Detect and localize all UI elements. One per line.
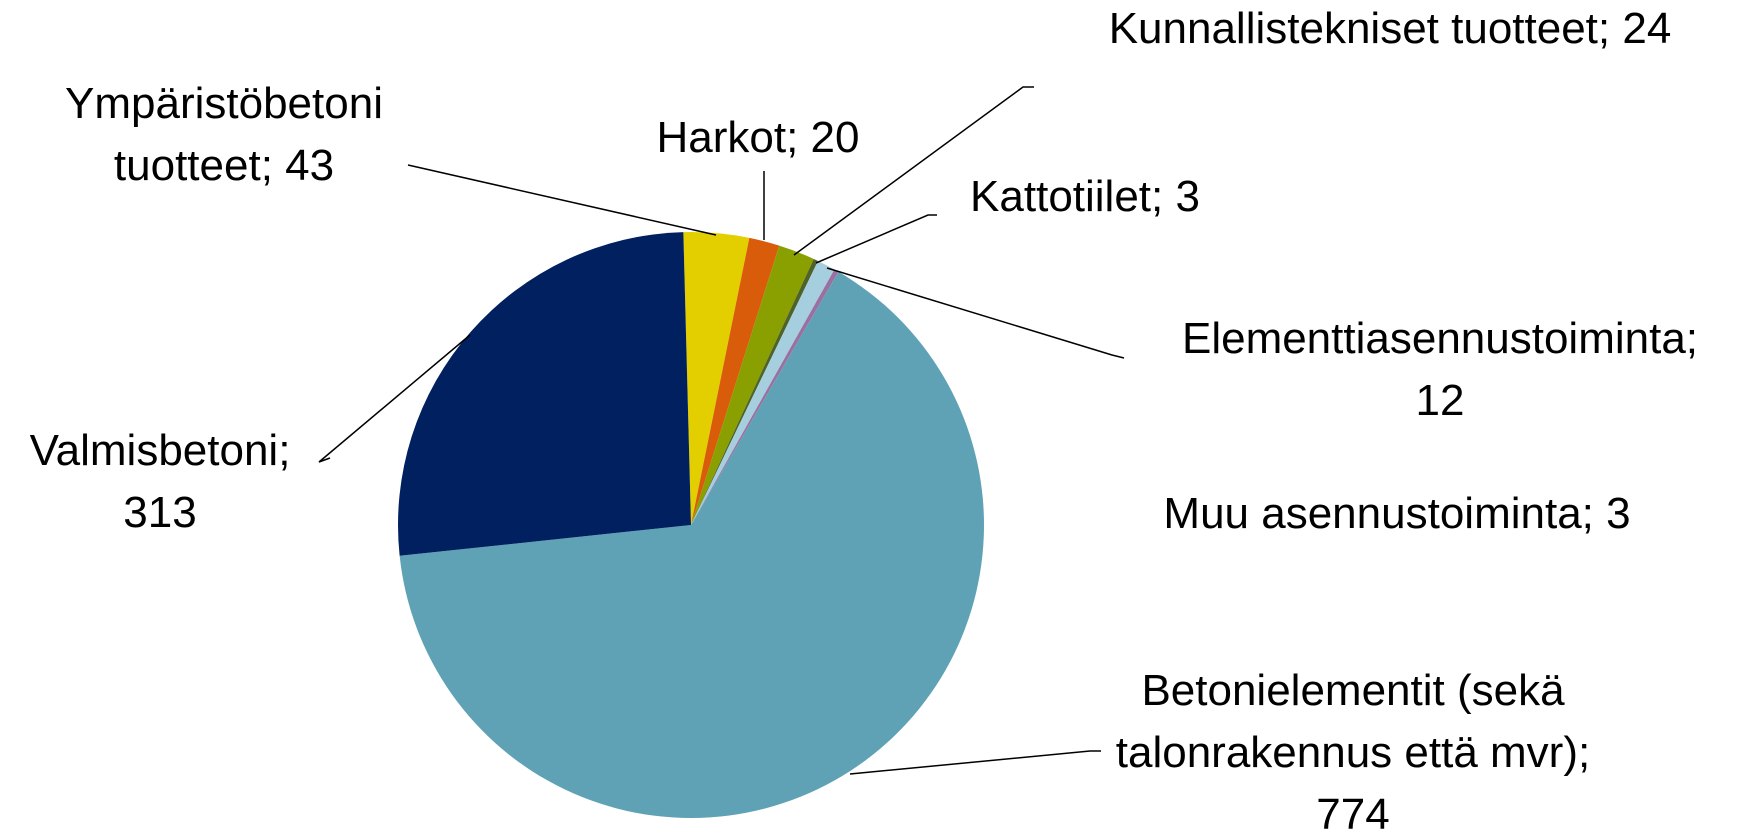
data-label: Kunnallistekniset tuotteet; 24 [1109,4,1672,53]
pie-slice [683,232,750,525]
leader-line [815,214,937,264]
pie-slice [399,271,984,818]
data-label: Valmisbetoni; 313 [30,426,291,537]
leader-line [318,334,471,463]
pie-slice [691,245,814,526]
leader-lines [318,86,1125,775]
pie-slice [691,269,839,525]
data-label: Muu asennustoiminta; 3 [1163,489,1630,538]
data-label: Ympäristöbetoni tuotteet; 43 [65,79,383,190]
leader-line [826,267,1125,359]
data-label: Betonielementit (sekä talonrakennus että … [1116,666,1590,838]
leader-line [793,86,1034,256]
pie-slice [691,237,780,525]
pie-slice [398,232,691,556]
pie-slice [691,260,835,525]
data-labels: Ympäristöbetoni tuotteet; 43 Harkot; 20 Kun… [30,4,1698,838]
data-label: Elementtiasennustoiminta; 12 [1182,314,1698,425]
pie [398,232,984,818]
data-label: Harkot; 20 [657,113,860,162]
data-label: Kattotiilet; 3 [970,172,1200,221]
pie-slice [691,258,818,525]
leader-line [849,750,1101,775]
leader-line [407,164,717,236]
